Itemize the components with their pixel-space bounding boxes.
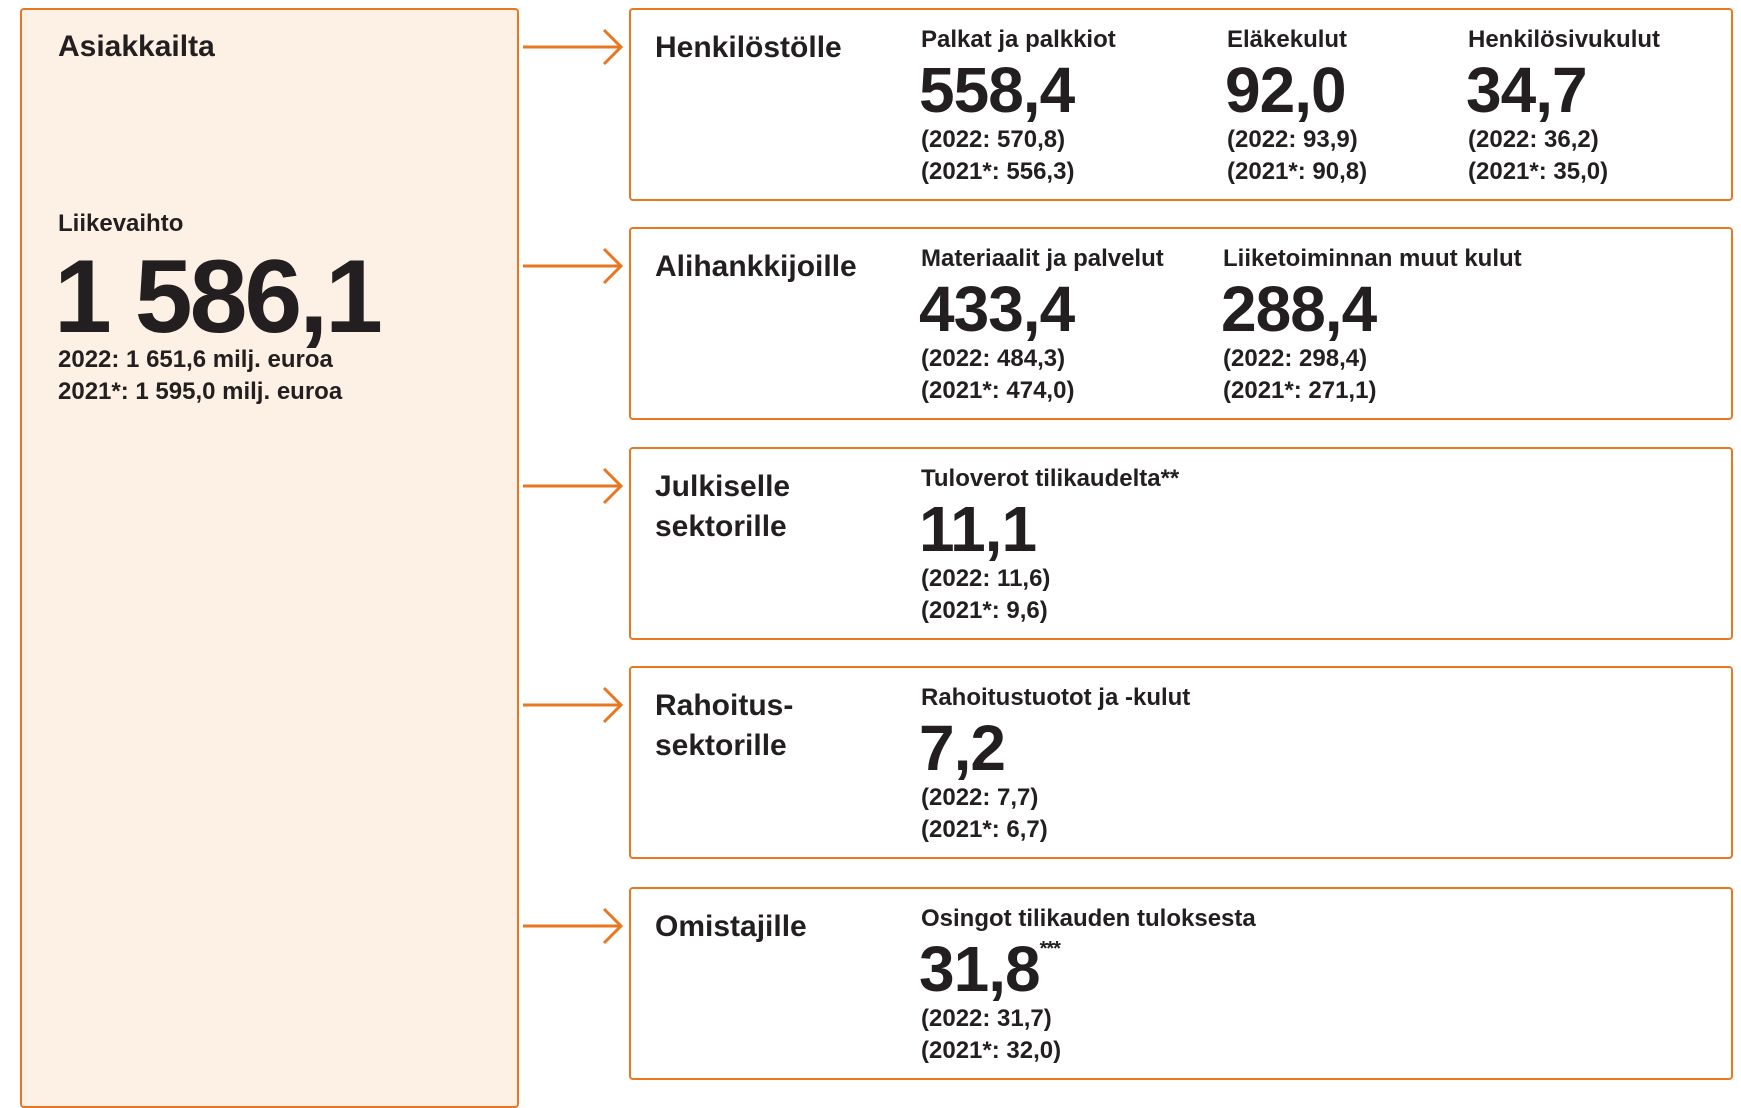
group-title: Julkiselle sektorille <box>655 467 790 547</box>
group-title: Henkilöstölle <box>655 28 842 68</box>
item-label: Liiketoiminnan muut kulut <box>1223 245 1522 272</box>
item-value: 31,8*** <box>919 932 1061 1006</box>
source-title: Asiakkailta <box>58 30 215 63</box>
prev-line: (2021*: 6,7) <box>921 816 1048 843</box>
item-prev: (2022: 484,3) (2021*: 474,0) <box>921 343 1074 407</box>
value-text: 558,4 <box>919 54 1075 126</box>
item-label: Osingot tilikauden tuloksesta <box>921 905 1256 932</box>
prev-line: (2021*: 474,0) <box>921 377 1075 404</box>
value-text: 31,8 <box>919 933 1041 1005</box>
value-text: 288,4 <box>1221 273 1377 345</box>
title-line: sektorille <box>655 510 787 543</box>
group-title: Rahoitus-sektorille <box>655 686 793 766</box>
title-line: Omistajille <box>655 910 807 943</box>
value-text: 92,0 <box>1225 54 1347 126</box>
item-value: 433,4 <box>919 272 1075 346</box>
item-prev: (2022: 31,7) (2021*: 32,0) <box>921 1003 1061 1067</box>
prev-line: 2022: 1 651,6 milj. euroa <box>58 346 333 373</box>
item-value: 288,4 <box>1221 272 1377 346</box>
item-value: 34,7 <box>1466 53 1588 127</box>
item-label: Palkat ja palkkiot <box>921 26 1116 53</box>
arrow <box>523 907 624 945</box>
title-line: Julkiselle <box>655 470 791 503</box>
prev-line: (2022: 36,2) <box>1468 126 1599 153</box>
item-value: 558,4 <box>919 53 1075 127</box>
group-title: Omistajille <box>655 907 807 947</box>
prev-line: (2021*: 35,0) <box>1468 158 1609 185</box>
item-prev: (2022: 298,4) (2021*: 271,1) <box>1223 343 1376 407</box>
item-value: 92,0 <box>1225 53 1347 127</box>
item-value: 11,1 <box>919 492 1037 566</box>
prev-line: (2021*: 32,0) <box>921 1037 1062 1064</box>
prev-line: (2021*: 556,3) <box>921 158 1075 185</box>
prev-line: (2022: 484,3) <box>921 345 1066 372</box>
item-prev: (2022: 570,8) (2021*: 556,3) <box>921 124 1074 188</box>
prev-line: (2022: 570,8) <box>921 126 1066 153</box>
group-box <box>629 227 1733 420</box>
arrow <box>523 467 624 505</box>
prev-line: (2021*: 90,8) <box>1227 158 1368 185</box>
source-box <box>20 8 519 1108</box>
prev-line: (2022: 7,7) <box>921 784 1039 811</box>
arrow <box>523 28 624 66</box>
item-prev: (2022: 36,2) (2021*: 35,0) <box>1468 124 1608 188</box>
title-line: Alihankkijoille <box>655 250 857 283</box>
group-box <box>629 8 1733 201</box>
prev-line: (2022: 31,7) <box>921 1005 1052 1032</box>
value-text: 433,4 <box>919 273 1075 345</box>
group-title: Alihankkijoille <box>655 247 857 287</box>
prev-line: (2022: 298,4) <box>1223 345 1368 372</box>
title-line: Henkilöstölle <box>655 31 842 64</box>
note: *** <box>1039 938 1061 960</box>
prev-line: (2021*: 271,1) <box>1223 377 1377 404</box>
group-box <box>629 447 1733 640</box>
value-text: 34,7 <box>1466 54 1588 126</box>
prev-line: (2022: 11,6) <box>921 565 1051 592</box>
arrow <box>523 247 624 285</box>
arrow <box>523 686 624 724</box>
item-label: Eläkekulut <box>1227 26 1348 53</box>
page: Asiakkailta Liikevaihto 1 586,1 2022: 1 … <box>20 8 1733 1108</box>
source-label: Liikevaihto <box>58 210 184 237</box>
prev-line: 2021*: 1 595,0 milj. euroa <box>58 378 343 405</box>
title-line: Rahoitus- <box>655 689 794 722</box>
value-text: 11,1 <box>919 493 1037 565</box>
item-label: Henkilösivukulut <box>1468 26 1661 53</box>
value-text: 7,2 <box>919 712 1006 784</box>
item-value: 7,2 <box>919 711 1006 785</box>
item-label: Tuloverot tilikaudelta** <box>921 465 1180 492</box>
title-line: sektorille <box>655 729 787 762</box>
item-label: Materiaalit ja palvelut <box>921 245 1164 272</box>
item-prev: (2022: 7,7) (2021*: 6,7) <box>921 782 1048 846</box>
prev-line: (2021*: 9,6) <box>921 597 1048 624</box>
item-label: Rahoitustuotot ja -kulut <box>921 684 1191 711</box>
source-value: 1 586,1 <box>54 239 383 355</box>
prev-line: (2022: 93,9) <box>1227 126 1358 153</box>
group-box <box>629 887 1733 1080</box>
item-prev: (2022: 11,6) (2021*: 9,6) <box>921 563 1050 627</box>
item-prev: (2022: 93,9) (2021*: 90,8) <box>1227 124 1367 188</box>
source-prev: 2022: 1 651,6 milj. euroa 2021*: 1 595,0… <box>58 344 342 408</box>
arrows <box>523 28 624 945</box>
group-box <box>629 666 1733 859</box>
